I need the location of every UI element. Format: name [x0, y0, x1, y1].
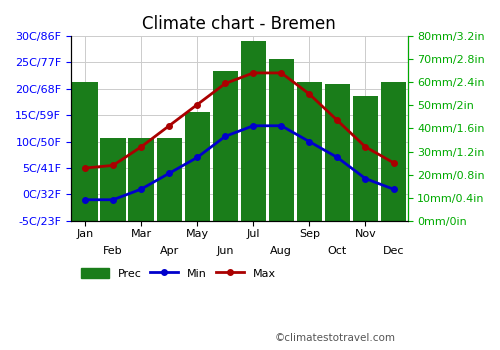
Legend: Prec, Min, Max: Prec, Min, Max [76, 264, 280, 283]
Bar [212, 71, 238, 221]
Bar [240, 41, 266, 221]
Text: Aug: Aug [270, 246, 292, 256]
Text: Dec: Dec [383, 246, 404, 256]
Text: Oct: Oct [328, 246, 347, 256]
Bar [184, 112, 210, 221]
Text: Feb: Feb [103, 246, 123, 256]
Bar [353, 96, 378, 221]
Bar [325, 84, 350, 221]
Bar [72, 82, 98, 221]
Bar [268, 59, 294, 221]
Text: Apr: Apr [160, 246, 179, 256]
Title: Climate chart - Bremen: Climate chart - Bremen [142, 15, 336, 33]
Bar [156, 138, 182, 221]
Bar [296, 82, 322, 221]
Bar [128, 138, 154, 221]
Text: Jun: Jun [216, 246, 234, 256]
Text: ©climatestotravel.com: ©climatestotravel.com [275, 333, 396, 343]
Bar [381, 82, 406, 221]
Bar [100, 138, 126, 221]
